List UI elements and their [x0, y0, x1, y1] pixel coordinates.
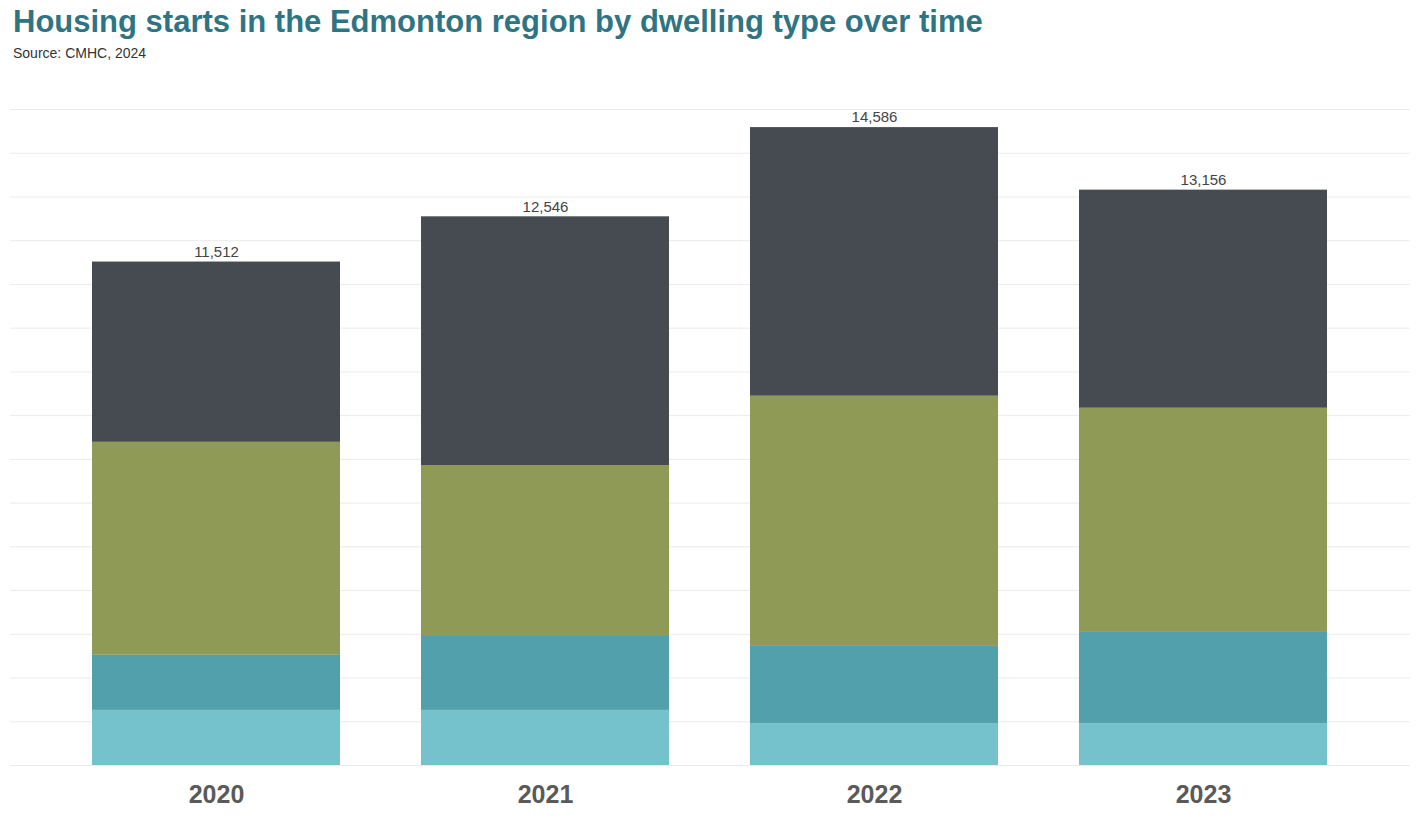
html-text:Source: CMHC, 2024: Source: CMHC, 2024 [13, 45, 147, 61]
svg-text:2022: 2022 [847, 780, 903, 808]
svg-text:14,586: 14,586 [852, 108, 898, 125]
svg-text:13,156: 13,156 [1181, 171, 1227, 188]
svg-text:2021: 2021 [518, 780, 574, 808]
svg-text:12,546: 12,546 [523, 198, 569, 215]
html-text:Housing starts in the Edmonton: Housing starts in the Edmonton region by… [13, 4, 983, 39]
svg-text:2020: 2020 [189, 780, 245, 808]
svg-text:11,512: 11,512 [194, 243, 239, 260]
svg-text:2023: 2023 [1176, 780, 1232, 808]
